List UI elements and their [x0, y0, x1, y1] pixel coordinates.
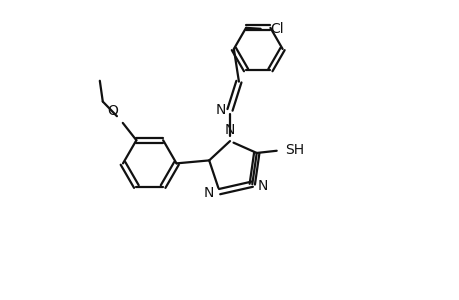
Text: N: N — [224, 123, 235, 136]
Text: SH: SH — [285, 143, 303, 157]
Text: N: N — [215, 103, 225, 117]
Text: N: N — [257, 179, 268, 193]
Text: O: O — [107, 104, 118, 118]
Text: N: N — [203, 186, 214, 200]
Text: Cl: Cl — [269, 22, 283, 36]
